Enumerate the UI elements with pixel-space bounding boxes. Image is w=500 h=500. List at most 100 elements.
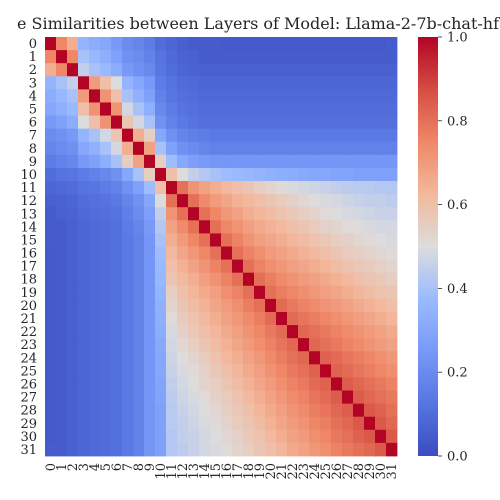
heatmap-cell-2-1 xyxy=(56,63,67,76)
heatmap-cell-26-19 xyxy=(254,377,265,390)
heatmap-cell-27-9 xyxy=(144,391,155,404)
heatmap-cell-8-10 xyxy=(155,142,166,155)
heatmap-cell-11-1 xyxy=(56,181,67,194)
heatmap-cell-13-28 xyxy=(353,207,364,220)
heatmap-cell-15-23 xyxy=(298,233,309,246)
heatmap-cell-10-10 xyxy=(155,168,166,181)
heatmap-cell-6-11 xyxy=(166,116,177,129)
heatmap-cell-21-11 xyxy=(166,312,177,325)
heatmap-cell-28-15 xyxy=(210,404,221,417)
heatmap-cell-23-31 xyxy=(386,338,397,351)
heatmap-cell-14-30 xyxy=(375,220,386,233)
heatmap-cell-16-21 xyxy=(276,247,287,260)
heatmap-cell-30-28 xyxy=(353,430,364,443)
heatmap-cell-23-19 xyxy=(254,338,265,351)
heatmap-cell-5-23 xyxy=(298,102,309,115)
heatmap-cell-23-3 xyxy=(78,338,89,351)
heatmap-cell-1-24 xyxy=(309,50,320,63)
heatmap-cell-3-21 xyxy=(276,76,287,89)
heatmap-cell-7-7 xyxy=(122,129,133,142)
heatmap-cell-9-6 xyxy=(111,155,122,168)
heatmap-cell-7-6 xyxy=(111,129,122,142)
heatmap-cell-17-20 xyxy=(265,260,276,273)
heatmap-cell-3-20 xyxy=(265,76,276,89)
heatmap-cell-27-8 xyxy=(133,391,144,404)
heatmap-cell-6-22 xyxy=(287,116,298,129)
heatmap-cell-25-17 xyxy=(232,364,243,377)
heatmap-cell-2-2 xyxy=(67,63,78,76)
heatmap-cell-8-30 xyxy=(375,142,386,155)
heatmap-cell-21-8 xyxy=(133,312,144,325)
heatmap-cell-30-12 xyxy=(177,430,188,443)
heatmap-cell-9-19 xyxy=(254,155,265,168)
heatmap-cell-4-24 xyxy=(309,89,320,102)
heatmap-cell-13-12 xyxy=(177,207,188,220)
colorbar-ticks: 0.00.20.40.60.81.0 xyxy=(438,31,468,465)
colorbar-tick-label: 0.6 xyxy=(447,198,468,213)
heatmap-cell-6-20 xyxy=(265,116,276,129)
heatmap-cell-6-25 xyxy=(320,116,331,129)
heatmap-cell-23-11 xyxy=(166,338,177,351)
heatmap-cell-17-26 xyxy=(331,260,342,273)
heatmap-cell-16-2 xyxy=(67,247,78,260)
heatmap-cell-4-17 xyxy=(232,89,243,102)
heatmap-cell-12-3 xyxy=(78,194,89,207)
heatmap-cell-24-31 xyxy=(386,351,397,364)
heatmap-cell-1-25 xyxy=(320,50,331,63)
heatmap-cell-17-10 xyxy=(155,260,166,273)
heatmap-cell-7-22 xyxy=(287,129,298,142)
heatmap-cell-7-31 xyxy=(386,129,397,142)
heatmap-cell-21-29 xyxy=(364,312,375,325)
heatmap-cell-2-27 xyxy=(342,63,353,76)
heatmap-cell-19-23 xyxy=(298,286,309,299)
heatmap-cell-28-13 xyxy=(188,404,199,417)
heatmap-cell-16-22 xyxy=(287,247,298,260)
heatmap-cell-23-12 xyxy=(177,338,188,351)
heatmap-cell-7-30 xyxy=(375,129,386,142)
heatmap-cell-16-11 xyxy=(166,247,177,260)
heatmap-cell-11-10 xyxy=(155,181,166,194)
heatmap-cell-14-24 xyxy=(309,220,320,233)
heatmap-cell-4-30 xyxy=(375,89,386,102)
heatmap-cell-11-5 xyxy=(100,181,111,194)
heatmap-cell-14-11 xyxy=(166,220,177,233)
heatmap-cell-27-15 xyxy=(210,391,221,404)
heatmap-cell-22-0 xyxy=(45,325,56,338)
heatmap-cell-23-26 xyxy=(331,338,342,351)
heatmap-cell-28-27 xyxy=(342,404,353,417)
heatmap-cell-23-9 xyxy=(144,338,155,351)
heatmap-cell-13-13 xyxy=(188,207,199,220)
heatmap-cell-3-28 xyxy=(353,76,364,89)
heatmap-cell-14-25 xyxy=(320,220,331,233)
heatmap-cell-0-14 xyxy=(199,37,210,50)
heatmap-cell-2-8 xyxy=(133,63,144,76)
heatmap-cell-23-1 xyxy=(56,338,67,351)
heatmap-cell-0-9 xyxy=(144,37,155,50)
heatmap-cell-23-28 xyxy=(353,338,364,351)
heatmap-cell-8-23 xyxy=(298,142,309,155)
heatmap-cell-12-1 xyxy=(56,194,67,207)
heatmap-cell-8-21 xyxy=(276,142,287,155)
heatmap-cell-2-20 xyxy=(265,63,276,76)
heatmap-cell-27-28 xyxy=(353,391,364,404)
heatmap-cell-20-28 xyxy=(353,299,364,312)
heatmap-cell-4-12 xyxy=(177,89,188,102)
heatmap-cell-21-28 xyxy=(353,312,364,325)
heatmap-cell-2-10 xyxy=(155,63,166,76)
heatmap-cell-3-15 xyxy=(210,76,221,89)
heatmap-cell-28-3 xyxy=(78,404,89,417)
heatmap-cell-12-6 xyxy=(111,194,122,207)
heatmap-cell-12-27 xyxy=(342,194,353,207)
heatmap-cell-24-5 xyxy=(100,351,111,364)
heatmap-cell-29-4 xyxy=(89,417,100,430)
heatmap-cell-0-20 xyxy=(265,37,276,50)
heatmap-cell-19-27 xyxy=(342,286,353,299)
heatmap-cell-25-27 xyxy=(342,364,353,377)
heatmap-cell-29-8 xyxy=(133,417,144,430)
heatmap-cell-6-9 xyxy=(144,116,155,129)
heatmap-cell-1-17 xyxy=(232,50,243,63)
heatmap-cell-20-15 xyxy=(210,299,221,312)
heatmap-cell-0-1 xyxy=(56,37,67,50)
heatmap-cell-2-25 xyxy=(320,63,331,76)
heatmap-cell-27-11 xyxy=(166,391,177,404)
